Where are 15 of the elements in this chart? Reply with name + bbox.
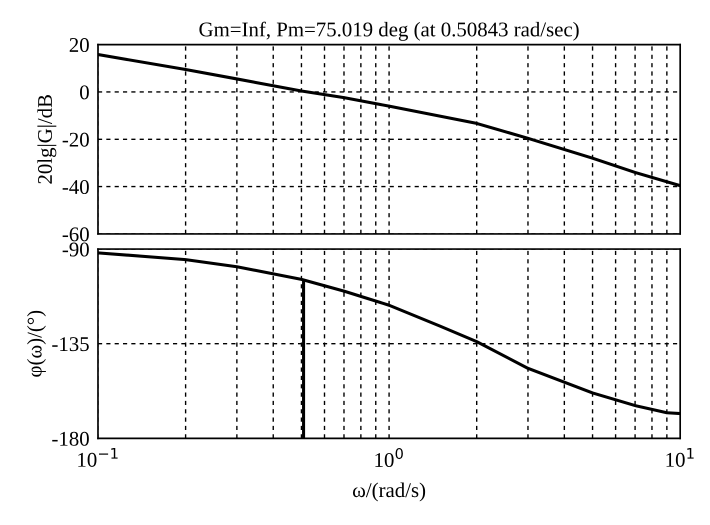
x-tick-label: 10$^{1}$ [666,448,694,467]
y-axis-title: φ(ω)/(°) [27,310,46,377]
y-tick-label: -60 [62,227,89,242]
y-tick-label: 20 [70,38,89,52]
y-tick-label: -180 [52,432,89,446]
x-axis-title: ω/(rad/s) [352,482,426,502]
y-tick-label: -135 [52,337,89,352]
x-tick-label: 10$^{−1}$ [78,448,118,467]
y-tick-label: -20 [62,132,89,147]
chart-title: Gm=Inf, Pm=75.019 deg (at 0.50843 rad/sec) [199,22,579,41]
y-tick-label: 0 [80,85,89,100]
y-tick-label: -40 [62,180,89,194]
y-axis-title: 20lg|G|/dB [37,95,56,184]
y-tick-label: -90 [62,242,89,257]
x-tick-label: 10$^{0}$ [375,448,403,468]
